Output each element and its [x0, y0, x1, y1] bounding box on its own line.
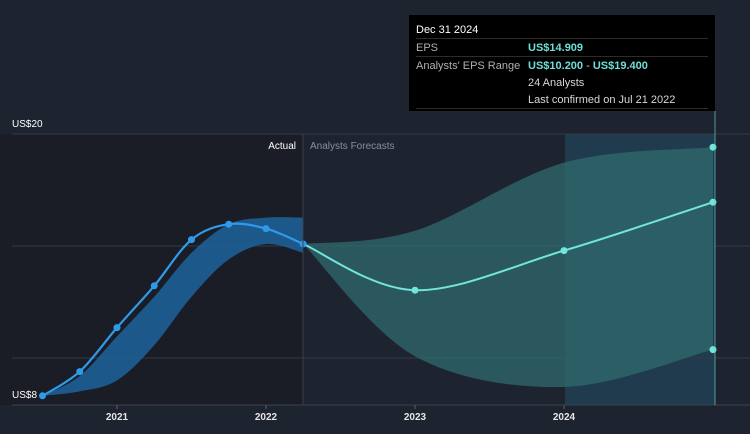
forecast-eps-point	[560, 247, 568, 255]
forecast-range-band	[303, 147, 713, 388]
tooltip-date-row: Dec 31 2024	[416, 21, 708, 39]
tooltip-analysts-row: 24 Analysts	[416, 74, 708, 91]
tooltip-date: Dec 31 2024	[416, 23, 479, 36]
actual-eps-point	[262, 225, 270, 233]
actual-eps-point	[225, 220, 233, 228]
actual-eps-point	[150, 282, 158, 290]
y-top-label: US$20	[12, 119, 43, 130]
series-points	[39, 143, 717, 400]
bands	[42, 147, 713, 396]
tooltip-confirmed: Last confirmed on Jul 21 2022	[528, 93, 676, 106]
x-axis-ticks: 2021 2022 2023 2024	[106, 405, 576, 423]
actual-eps-point	[76, 368, 84, 376]
actual-range-band	[42, 217, 304, 396]
tooltip-range-value: US$10.200 - US$19.400	[528, 60, 648, 72]
tooltip-eps-row: EPS US$14.909	[416, 39, 708, 57]
tooltip-eps-value: US$14.909	[528, 41, 584, 54]
actual-label: Actual	[268, 141, 296, 152]
actual-eps-point	[39, 392, 46, 400]
x-tick-label-2023: 2023	[404, 412, 427, 423]
tooltip: Dec 31 2024 EPS US$14.909 Analysts' EPS …	[409, 15, 715, 111]
forecast-label: Analysts Forecasts	[310, 141, 394, 152]
tooltip-range-sep: -	[583, 59, 593, 72]
tooltip-range-label: Analysts' EPS Range	[416, 59, 521, 72]
tooltip-range-row: Analysts' EPS Range US$10.200 - US$19.40…	[416, 57, 708, 74]
forecast-eps-point	[411, 286, 419, 294]
tooltip-range-high: US$19.400	[592, 59, 648, 72]
y-bottom-label: US$8	[12, 390, 37, 401]
x-tick-label-2022: 2022	[255, 412, 278, 423]
actual-region-shade	[0, 134, 303, 405]
tooltip-eps-label: EPS	[416, 41, 439, 54]
x-tick-label-2024: 2024	[553, 412, 576, 423]
x-tick-label-2021: 2021	[106, 412, 129, 423]
tooltip-analysts: 24 Analysts	[528, 76, 585, 89]
actual-eps-point	[113, 324, 121, 332]
actual-eps-point	[188, 236, 195, 244]
tooltip-confirmed-row: Last confirmed on Jul 21 2022	[416, 91, 708, 109]
forecast-eps-line	[302, 201, 714, 292]
tooltip-range-low: US$10.200	[528, 59, 584, 72]
